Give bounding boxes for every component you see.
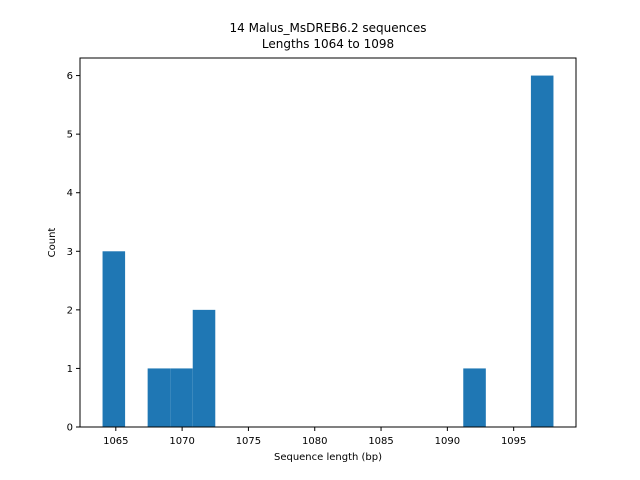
y-tick-label: 2 [67,305,73,316]
y-tick-label: 0 [67,423,73,434]
chart-subtitle: Lengths 1064 to 1098 [262,37,394,51]
histogram-bar-2 [147,368,171,427]
bars-group [102,75,554,427]
y-tick-label: 5 [67,130,73,141]
histogram-bar-16 [463,368,486,427]
x-tick-label: 1075 [236,436,261,447]
histogram-bar-19 [530,75,554,427]
y-tick-label: 4 [67,188,73,199]
histogram-bar-4 [192,309,216,427]
x-tick-label: 1090 [435,436,460,447]
y-tick-label: 3 [67,247,73,258]
x-axis-ticks: 1065 1070 1075 1080 1085 1090 1095 [103,427,526,447]
y-tick-label: 1 [67,364,73,375]
histogram-bar-0 [102,251,126,427]
x-tick-label: 1070 [169,436,194,447]
histogram-bar-3 [170,368,193,427]
y-tick-label: 6 [67,71,73,82]
x-tick-label: 1080 [302,436,327,447]
plot-frame [79,57,577,428]
x-axis-label: Sequence length (bp) [274,452,382,463]
y-axis-ticks: 0 1 2 3 4 5 6 [67,71,80,434]
y-axis-label: Count [47,228,58,258]
x-tick-label: 1095 [501,436,526,447]
chart-title: 14 Malus_MsDREB6.2 sequences [230,21,427,35]
x-tick-label: 1085 [368,436,393,447]
x-tick-label: 1065 [103,436,128,447]
